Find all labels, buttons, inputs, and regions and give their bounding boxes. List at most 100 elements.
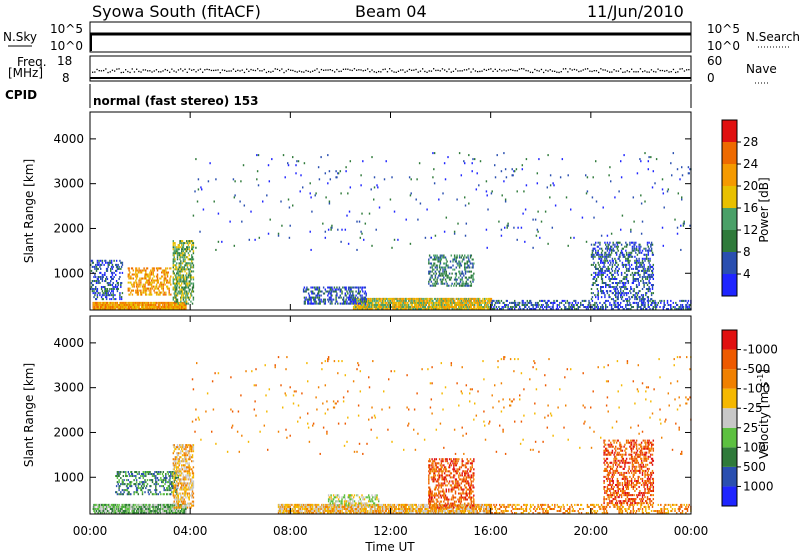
range-gate-cell [540, 220, 543, 223]
nave-point [650, 69, 653, 71]
range-gate-cell [186, 262, 188, 265]
range-gate-cell [592, 249, 594, 252]
range-gate-cell [406, 301, 408, 304]
range-gate-cell [178, 282, 180, 285]
range-gate-cell [122, 301, 125, 304]
range-gate-cell [97, 306, 99, 309]
range-gate-cell [184, 260, 186, 263]
range-gate-cell [385, 297, 387, 300]
range-gate-cell [358, 220, 361, 223]
range-gate-cell [556, 299, 559, 302]
range-gate-cell [348, 286, 351, 289]
range-gate-cell [487, 308, 489, 311]
range-gate-cell [187, 274, 190, 277]
range-gate-cell [169, 304, 171, 307]
range-gate-cell [172, 264, 175, 267]
range-gate-cell [449, 278, 452, 281]
range-gate-cell [336, 294, 338, 297]
range-gate-cell [150, 293, 152, 296]
range-gate-cell [413, 306, 416, 309]
range-gate-cell [178, 304, 180, 307]
range-gate-cell [455, 297, 458, 300]
range-gate-cell [336, 176, 338, 179]
range-gate-cell [524, 208, 527, 211]
range-gate-cell [181, 290, 184, 293]
range-gate-cell [643, 276, 645, 279]
range-gate-cell [603, 255, 605, 258]
range-gate-cell [188, 246, 190, 249]
range-gate-cell [634, 294, 636, 297]
range-gate-cell [181, 250, 183, 253]
nave-point [142, 69, 144, 71]
range-gate-cell [176, 510, 179, 513]
range-gate-cell [116, 288, 119, 291]
range-gate-cell [130, 301, 132, 304]
range-gate-cell [132, 512, 135, 515]
range-gate-cell [115, 298, 117, 301]
range-gate-cell [136, 283, 139, 286]
range-gate-cell [391, 297, 393, 300]
range-gate-cell [444, 278, 447, 281]
range-gate-cell [111, 284, 114, 287]
range-gate-cell [115, 308, 117, 311]
range-gate-cell [625, 308, 628, 311]
nave-point [675, 71, 677, 74]
range-gate-cell [622, 255, 625, 258]
range-gate-cell [514, 304, 516, 307]
velocity-scatter [92, 356, 692, 515]
range-gate-cell [154, 301, 156, 304]
range-gate-cell [553, 299, 555, 302]
range-gate-cell [142, 291, 145, 294]
range-gate-cell [177, 512, 180, 515]
range-gate-cell [190, 262, 192, 265]
range-gate-cell [117, 308, 119, 311]
range-gate-cell [628, 296, 630, 299]
range-gate-cell [110, 508, 113, 511]
range-gate-cell [371, 156, 373, 159]
range-gate-cell [429, 276, 432, 279]
range-gate-cell [625, 286, 627, 289]
range-gate-cell [615, 304, 617, 307]
range-gate-cell [258, 236, 261, 239]
nave-point [551, 70, 554, 72]
range-gate-cell [651, 253, 654, 256]
range-gate-cell [161, 269, 164, 272]
range-gate-cell [95, 288, 97, 291]
range-gate-cell [500, 228, 503, 231]
range-gate-cell [429, 297, 432, 300]
range-gate-cell [100, 276, 102, 279]
plot-title: Syowa South (fitACF) [92, 2, 261, 21]
range-gate-cell [373, 299, 376, 302]
range-gate-cell [621, 214, 624, 217]
range-gate-cell [153, 512, 155, 515]
range-gate-cell [145, 281, 148, 284]
range-gate-cell [102, 512, 104, 515]
range-gate-cell [344, 300, 347, 303]
range-gate-cell [552, 182, 554, 185]
range-gate-cell [471, 258, 473, 261]
range-gate-cell [470, 301, 473, 304]
range-gate-cell [107, 284, 109, 287]
range-gate-cell [330, 300, 332, 303]
range-gate-cell [309, 296, 311, 299]
range-gate-cell [96, 288, 99, 291]
range-gate-cell [396, 308, 398, 311]
nsky-tick-bottom: 10^0 [50, 39, 83, 53]
range-gate-cell [408, 299, 410, 302]
range-gate-cell [314, 296, 316, 299]
range-gate-cell [630, 253, 632, 256]
range-gate-cell [627, 292, 630, 295]
range-gate-cell [191, 290, 193, 293]
range-gate-cell [313, 298, 316, 301]
range-gate-cell [445, 270, 448, 273]
range-gate-cell [109, 301, 111, 304]
range-gate-cell [282, 154, 285, 157]
range-gate-cell [422, 306, 424, 309]
nave-point [483, 68, 485, 71]
range-gate-cell [410, 192, 412, 195]
range-gate-cell [101, 508, 104, 511]
nave-point [655, 71, 657, 73]
range-gate-cell [94, 304, 96, 307]
range-gate-cell [147, 279, 150, 282]
